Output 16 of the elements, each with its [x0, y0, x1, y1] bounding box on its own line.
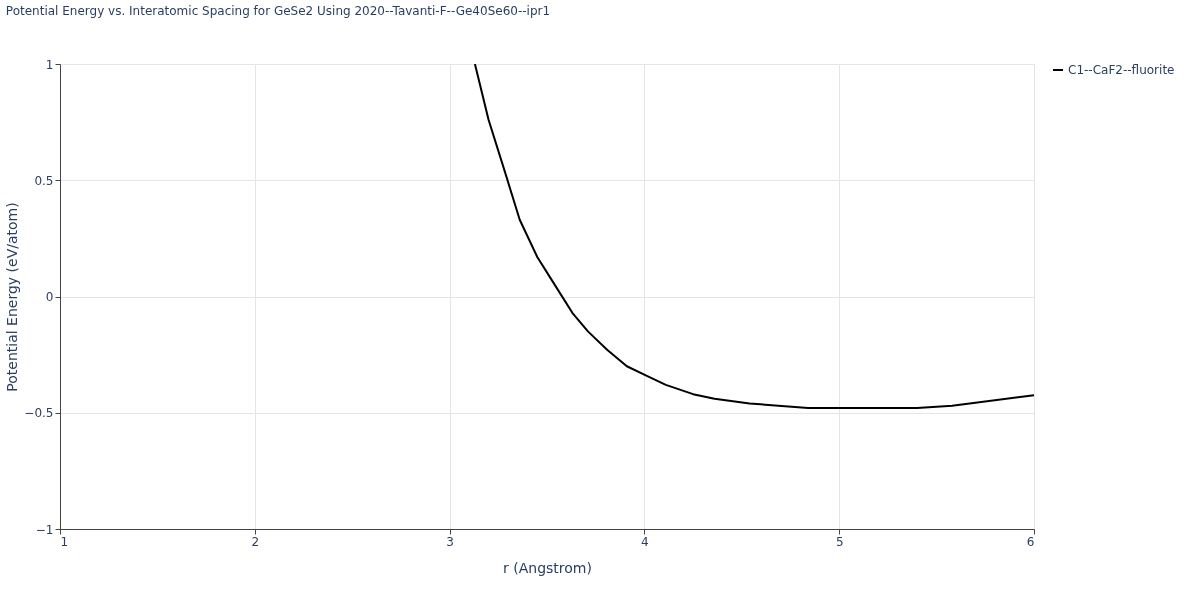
x-tick-label: 2 [251, 534, 260, 549]
chart-title: Potential Energy vs. Interatomic Spacing for GeSe2 Using 2020--Tavanti-F--Ge40Se60--ipr1 [5, 4, 551, 18]
y-tick-label: 0 [45, 290, 54, 304]
y-tick-label: 1 [45, 57, 54, 72]
x-tick-label: 4 [641, 534, 649, 549]
y-tick-label: −1 [35, 522, 54, 537]
x-axis-title: r (Angstrom) [503, 559, 592, 576]
x-tick-label: 1 [60, 534, 69, 549]
legend-label: C1--CaF2--fluorite [1068, 63, 1175, 77]
x-tick-label: 3 [446, 534, 454, 549]
y-axis-title: Potential Energy (eV/atom) [4, 202, 21, 392]
line-series [473, 64, 1034, 410]
x-tick-label: 6 [1026, 534, 1035, 549]
y-tick-label: −0.5 [24, 406, 54, 421]
y-tick-label: 0.5 [34, 173, 54, 188]
x-tick-label: 5 [835, 534, 844, 549]
